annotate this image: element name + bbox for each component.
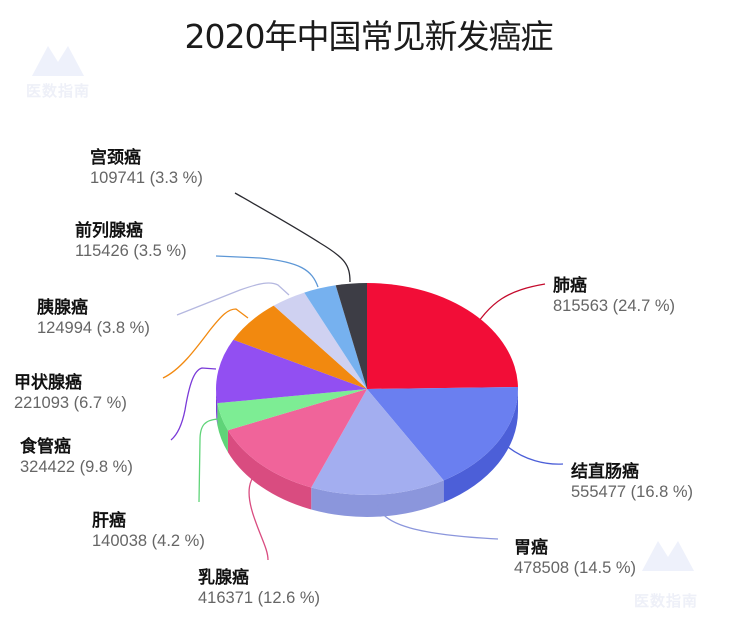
watermark-logo-icon bbox=[32, 46, 84, 76]
slice-label-name: 前列腺癌 bbox=[75, 221, 143, 241]
label-connector-line bbox=[198, 418, 219, 503]
slice-label-value: 124994 (3.8 %) bbox=[37, 319, 150, 337]
slice-label-value: 221093 (6.7 %) bbox=[14, 394, 127, 412]
pie-slice[interactable] bbox=[304, 285, 367, 389]
label-connector-line bbox=[176, 282, 290, 316]
slice-label-name: 食管癌 bbox=[20, 437, 71, 457]
slice-label-name: 乳腺癌 bbox=[198, 568, 249, 588]
pie-slice[interactable] bbox=[335, 283, 367, 389]
pie-slice-side-5 bbox=[216, 389, 218, 426]
pie-slice[interactable] bbox=[273, 292, 367, 389]
slice-label-name: 肝癌 bbox=[92, 511, 126, 531]
pie-slice[interactable] bbox=[233, 305, 367, 389]
slice-label: 胃癌 478508 (14.5 %) bbox=[514, 538, 636, 578]
slice-label: 胰腺癌 124994 (3.8 %) bbox=[37, 298, 150, 338]
slice-label-name: 胰腺癌 bbox=[37, 298, 88, 318]
slice-label-value: 109741 (3.3 %) bbox=[90, 169, 203, 187]
slice-label: 前列腺癌 115426 (3.5 %) bbox=[75, 221, 187, 261]
slice-label-name: 胃癌 bbox=[514, 538, 548, 558]
slice-label: 乳腺癌 416371 (12.6 %) bbox=[198, 568, 320, 608]
label-connector-line bbox=[377, 504, 499, 540]
slice-label: 甲状腺癌 221093 (6.7 %) bbox=[14, 373, 127, 413]
label-connector-line bbox=[507, 446, 564, 465]
pie-slice-side-1 bbox=[443, 389, 518, 503]
label-connector-line bbox=[170, 367, 217, 441]
slice-label-value: 115426 (3.5 %) bbox=[75, 242, 187, 260]
label-connector-line bbox=[248, 469, 269, 561]
slice-label-value: 478508 (14.5 %) bbox=[514, 559, 637, 577]
slice-label: 肺癌 815563 (24.7 %) bbox=[553, 276, 675, 316]
slice-label-name: 结直肠癌 bbox=[571, 462, 639, 482]
pie-slice[interactable] bbox=[311, 389, 444, 495]
pie-slice[interactable] bbox=[367, 387, 518, 481]
pie-slice[interactable] bbox=[217, 389, 367, 431]
slice-label-value: 140038 (4.2 %) bbox=[92, 532, 205, 550]
slice-label-name: 肺癌 bbox=[553, 276, 587, 296]
pie-slice[interactable] bbox=[215, 339, 367, 404]
slice-label: 宫颈癌 109741 (3.3 %) bbox=[90, 148, 203, 188]
slice-label-name: 甲状腺癌 bbox=[14, 373, 82, 393]
slice-label-value: 815563 (24.7 %) bbox=[553, 297, 676, 315]
label-connector-line bbox=[215, 255, 319, 288]
slice-label-value: 416371 (12.6 %) bbox=[198, 589, 321, 607]
slice-label-value: 555477 (16.8 %) bbox=[571, 483, 694, 501]
pie-slice[interactable] bbox=[227, 389, 367, 488]
pie-slice[interactable] bbox=[367, 283, 518, 389]
watermark-text: 医数指南 bbox=[26, 82, 91, 100]
slice-label-name: 宫颈癌 bbox=[90, 148, 141, 168]
pie-slice-side-2 bbox=[311, 480, 444, 517]
pie-slice-side-3 bbox=[227, 430, 312, 510]
watermark-logo-icon bbox=[642, 541, 694, 571]
chart-title: 2020年中国常见新发癌症 bbox=[184, 17, 554, 56]
watermark-text: 医数指南 bbox=[634, 592, 699, 610]
pie-slice-side-4 bbox=[217, 403, 228, 453]
label-connector-line bbox=[162, 308, 249, 379]
slice-label: 肝癌 140038 (4.2 %) bbox=[92, 511, 205, 551]
label-connector-line bbox=[234, 192, 351, 283]
slice-label: 食管癌 324422 (9.8 %) bbox=[20, 437, 133, 477]
slice-label: 结直肠癌 555477 (16.8 %) bbox=[571, 462, 693, 502]
slice-label-value: 324422 (9.8 %) bbox=[20, 458, 133, 476]
